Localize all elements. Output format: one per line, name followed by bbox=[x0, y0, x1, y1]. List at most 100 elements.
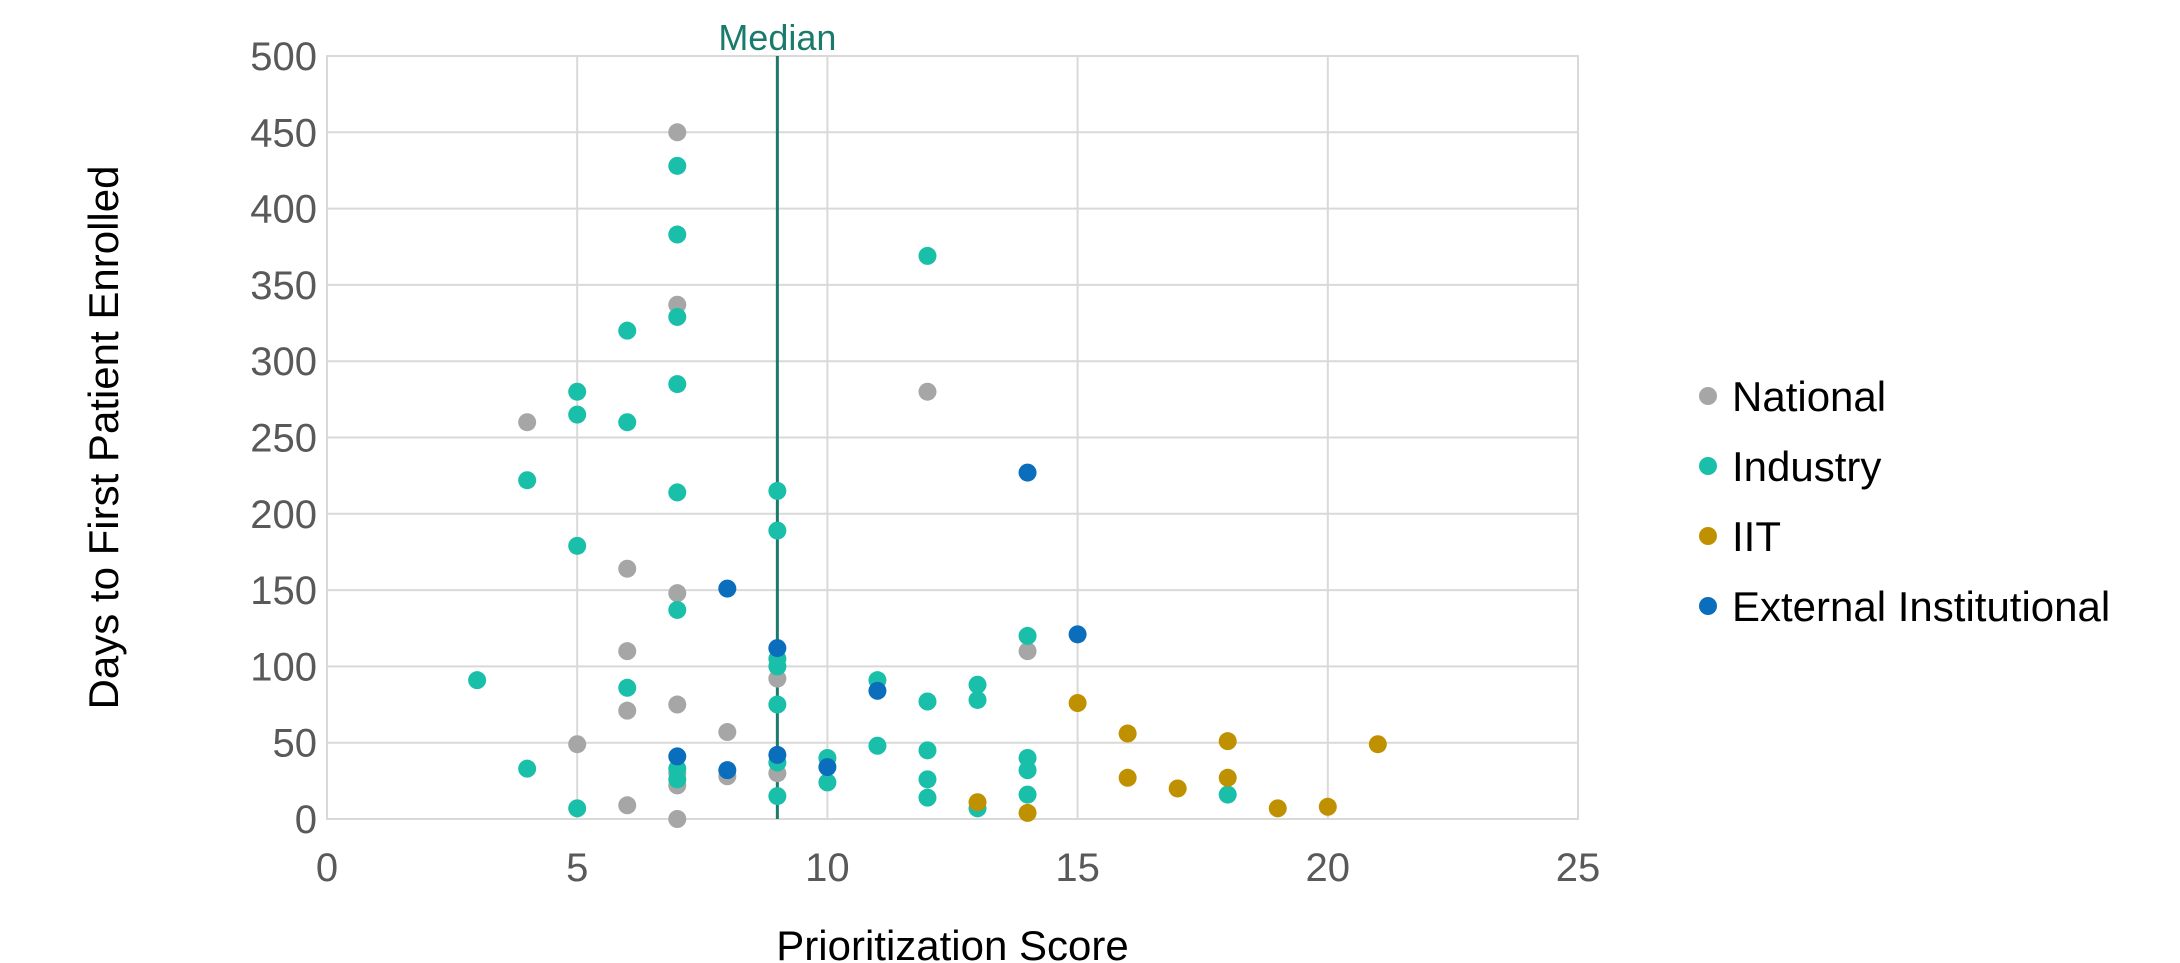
gridlines bbox=[326, 55, 1579, 820]
y-tick-label: 450 bbox=[250, 111, 317, 155]
data-point bbox=[668, 600, 687, 619]
series-iit bbox=[968, 694, 1387, 822]
data-point bbox=[668, 375, 687, 394]
data-point bbox=[768, 521, 787, 540]
data-point bbox=[568, 735, 587, 754]
x-tick-label: 15 bbox=[1055, 846, 1100, 890]
x-tick-label: 0 bbox=[316, 846, 338, 890]
data-point bbox=[1068, 625, 1087, 644]
y-tick-label: 0 bbox=[295, 798, 317, 842]
data-point bbox=[918, 788, 937, 807]
y-tick-label: 400 bbox=[250, 188, 317, 232]
data-point bbox=[1318, 797, 1337, 816]
legend-label: External Institutional bbox=[1732, 583, 2110, 630]
data-point bbox=[818, 773, 837, 792]
data-point bbox=[968, 793, 987, 812]
median-label: Median bbox=[718, 17, 836, 58]
x-tick-label: 20 bbox=[1306, 846, 1351, 890]
data-point bbox=[668, 307, 687, 326]
data-point bbox=[768, 787, 787, 806]
plot-area bbox=[326, 55, 1579, 820]
data-point bbox=[768, 481, 787, 500]
data-point bbox=[1218, 785, 1237, 804]
median-line-group: Median bbox=[718, 17, 836, 819]
data-point bbox=[618, 413, 637, 432]
y-tick-label: 150 bbox=[250, 569, 317, 613]
data-point bbox=[1168, 779, 1187, 798]
legend-label: IIT bbox=[1732, 513, 1781, 560]
data-point bbox=[918, 246, 937, 265]
y-axis-title: Days to First Patient Enrolled bbox=[80, 166, 127, 710]
data-point bbox=[568, 382, 587, 401]
data-point bbox=[1118, 724, 1137, 743]
data-point bbox=[618, 796, 637, 815]
data-point bbox=[1218, 768, 1237, 787]
data-point bbox=[668, 225, 687, 244]
data-point bbox=[618, 559, 637, 578]
data-point bbox=[518, 471, 537, 490]
data-points bbox=[468, 123, 1387, 828]
y-tick-label: 500 bbox=[250, 35, 317, 79]
data-point bbox=[1018, 761, 1037, 780]
data-point bbox=[668, 747, 687, 766]
data-point bbox=[868, 681, 887, 700]
data-point bbox=[768, 657, 787, 676]
data-point bbox=[668, 695, 687, 714]
data-point bbox=[918, 741, 937, 760]
y-tick-label: 50 bbox=[273, 722, 318, 766]
data-point bbox=[1268, 799, 1287, 818]
legend-marker bbox=[1699, 527, 1717, 545]
data-point bbox=[718, 579, 737, 598]
data-point bbox=[768, 639, 787, 658]
data-point bbox=[618, 678, 637, 697]
x-tick-label: 10 bbox=[805, 846, 850, 890]
x-tick-label: 25 bbox=[1556, 846, 1601, 890]
data-point bbox=[1018, 626, 1037, 645]
data-point bbox=[768, 695, 787, 714]
data-point bbox=[1368, 735, 1387, 754]
data-point bbox=[668, 483, 687, 502]
data-point bbox=[1018, 803, 1037, 822]
legend: National Industry IIT External Institutiona… bbox=[1699, 373, 2110, 630]
data-point bbox=[918, 770, 937, 789]
data-point bbox=[868, 736, 887, 755]
data-point bbox=[918, 382, 937, 401]
data-point bbox=[618, 321, 637, 340]
legend-label: National bbox=[1732, 373, 1886, 420]
data-point bbox=[668, 770, 687, 789]
axis-tick-labels: 0 50 100 150 200 250 300 350 400 450 500 0 5 10 15 20 25 bbox=[250, 35, 1600, 890]
data-point bbox=[518, 759, 537, 778]
data-point bbox=[568, 405, 587, 424]
data-point bbox=[1118, 768, 1137, 787]
x-axis-title: Prioritization Score bbox=[776, 922, 1128, 963]
y-tick-label: 300 bbox=[250, 340, 317, 384]
y-tick-label: 350 bbox=[250, 264, 317, 308]
y-tick-label: 100 bbox=[250, 645, 317, 689]
data-point bbox=[768, 745, 787, 764]
y-tick-label: 250 bbox=[250, 417, 317, 461]
series-external-institutional bbox=[668, 463, 1087, 780]
data-point bbox=[1068, 694, 1087, 713]
data-point bbox=[968, 675, 987, 694]
data-point bbox=[918, 692, 937, 711]
legend-marker bbox=[1699, 457, 1717, 475]
data-point bbox=[1018, 642, 1037, 661]
x-tick-label: 5 bbox=[566, 846, 588, 890]
data-point bbox=[718, 761, 737, 780]
data-point bbox=[618, 642, 637, 661]
data-point bbox=[668, 584, 687, 603]
legend-label: Industry bbox=[1732, 443, 1881, 490]
data-point bbox=[818, 758, 837, 777]
data-point bbox=[718, 723, 737, 742]
data-point bbox=[468, 671, 487, 690]
data-point bbox=[1018, 463, 1037, 482]
data-point bbox=[668, 810, 687, 828]
y-tick-label: 200 bbox=[250, 493, 317, 537]
data-point bbox=[518, 413, 537, 432]
data-point bbox=[618, 701, 637, 720]
data-point bbox=[1218, 732, 1237, 751]
plot-border bbox=[326, 55, 1579, 820]
data-point bbox=[668, 156, 687, 175]
data-point bbox=[568, 799, 587, 818]
